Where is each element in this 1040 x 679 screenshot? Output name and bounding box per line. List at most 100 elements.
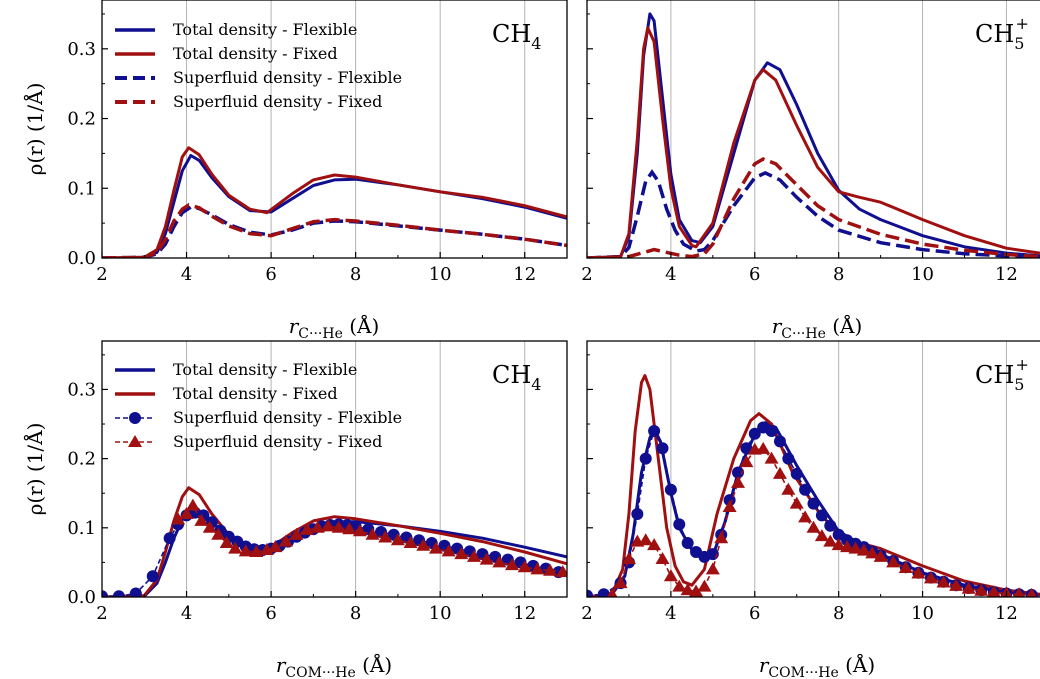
legend-label: Superfluid density - Fixed [173,432,382,451]
legend-label: Superfluid density - Flexible [173,68,402,87]
y-tick-label: 0.0 [67,587,96,608]
panel-top-left: 2 4 6 8 10 12 0.0 0.1 0.2 0.3 Total density - Fle… [67,0,568,285]
ticks-top-left: 2 4 6 8 10 12 0.0 0.1 0.2 0.3 [67,13,536,285]
y-tick-label: 0.3 [67,39,96,60]
y-tick-label: 0.2 [67,109,96,130]
data-point [102,590,108,597]
legend-marker [129,412,141,424]
panel-label-top-left: CH4 [492,20,541,53]
series-line-superfluid-density-fixed [587,157,1040,258]
data-point [1026,587,1037,597]
data-point [807,497,820,510]
data-point [1013,587,1025,597]
panel-label-bottom-right: CH5+ [975,355,1029,394]
x-tick-label: 4 [181,264,192,285]
data-point [722,500,737,513]
data-point [865,546,880,559]
data-point [179,506,194,519]
data-point [782,452,795,465]
x-tick-label: 8 [350,264,361,285]
x-axis-label-bottom-right: rCOM···He (Å) [759,652,875,679]
legend-entry: Total density - Fixed [115,44,338,63]
data-point [648,424,661,437]
legend-label: Superfluid density - Flexible [173,408,402,427]
data-point [739,455,754,468]
x-tick-label: 2 [96,603,107,624]
data-point [278,534,293,547]
data-point [732,466,744,479]
data-point [467,549,481,562]
data-point [530,562,545,575]
x-tick-label: 12 [995,264,1018,285]
data-point [621,551,636,564]
data-point [129,587,142,597]
panel-bottom-right: 2 4 6 8 10 12 CH5+ [581,340,1040,624]
data-point [238,544,253,557]
data-point [249,545,264,558]
data-point [390,533,405,546]
panel-label-top-right: CH5+ [975,14,1029,53]
grid-bottom-left [186,341,526,597]
data-point [352,524,367,537]
legend-entry: Superfluid density - Flexible [115,68,402,87]
series-line-total-density-flexible [102,154,567,258]
data-point [936,575,951,588]
data-point [331,520,346,533]
data-point [428,541,443,554]
x-tick-label: 12 [995,603,1018,624]
data-point [112,590,125,597]
data-point [923,571,938,584]
legend-label: Superfluid density - Fixed [173,92,382,111]
data-point [840,540,855,553]
series-line-total-density-fixed [587,374,1040,597]
data-point [697,579,712,592]
data-point [814,529,829,542]
series-line-superfluid-density-fixed [102,203,567,258]
data-point [848,541,863,554]
grid-top-left [186,0,526,258]
data-point [587,589,593,597]
data-point [911,566,926,579]
x-tick-label: 10 [911,603,934,624]
data-point [163,532,176,545]
data-point [806,520,821,533]
data-point [873,549,888,562]
x-tick-label: 8 [350,603,361,624]
legend-entry: Total density - Flexible [115,360,357,379]
ticks-top-right: 2 4 6 8 10 12 [581,13,1018,285]
x-tick-label: 8 [833,264,844,285]
data-point [680,583,695,596]
data-point [505,558,520,571]
x-tick-label: 2 [581,264,592,285]
legend-label: Total density - Fixed [173,44,338,63]
data-point [656,442,669,455]
frame-bottom-right [586,340,1040,598]
data-point [789,496,804,509]
data-point [815,509,828,522]
x-axis-label-top-right: rC···He (Å) [772,313,863,342]
data-point [663,569,678,582]
series-top-right [587,12,1040,258]
legend-entry: Superfluid density - Fixed [115,92,382,111]
data-point [790,467,803,480]
data-point [211,527,226,540]
data-point [194,513,209,526]
data-point [171,512,186,525]
series-line-superfluid-density-fixed [611,448,1032,596]
legend-marker [128,435,142,447]
data-point [638,533,653,546]
frame-bottom-left [101,340,568,598]
data-point [689,584,704,597]
y-tick-label: 0.1 [67,518,96,539]
data-point [289,527,304,540]
data-point [681,537,694,550]
data-point [631,507,644,520]
data-point [831,538,846,551]
data-point [403,536,418,549]
data-point [555,565,567,578]
x-tick-label: 4 [665,264,676,285]
data-point [898,560,913,573]
panel-bottom-left: 2 4 6 8 10 12 0.0 0.1 0.2 0.3 Total density - Fle… [67,340,568,624]
frame-top-left [101,0,568,259]
